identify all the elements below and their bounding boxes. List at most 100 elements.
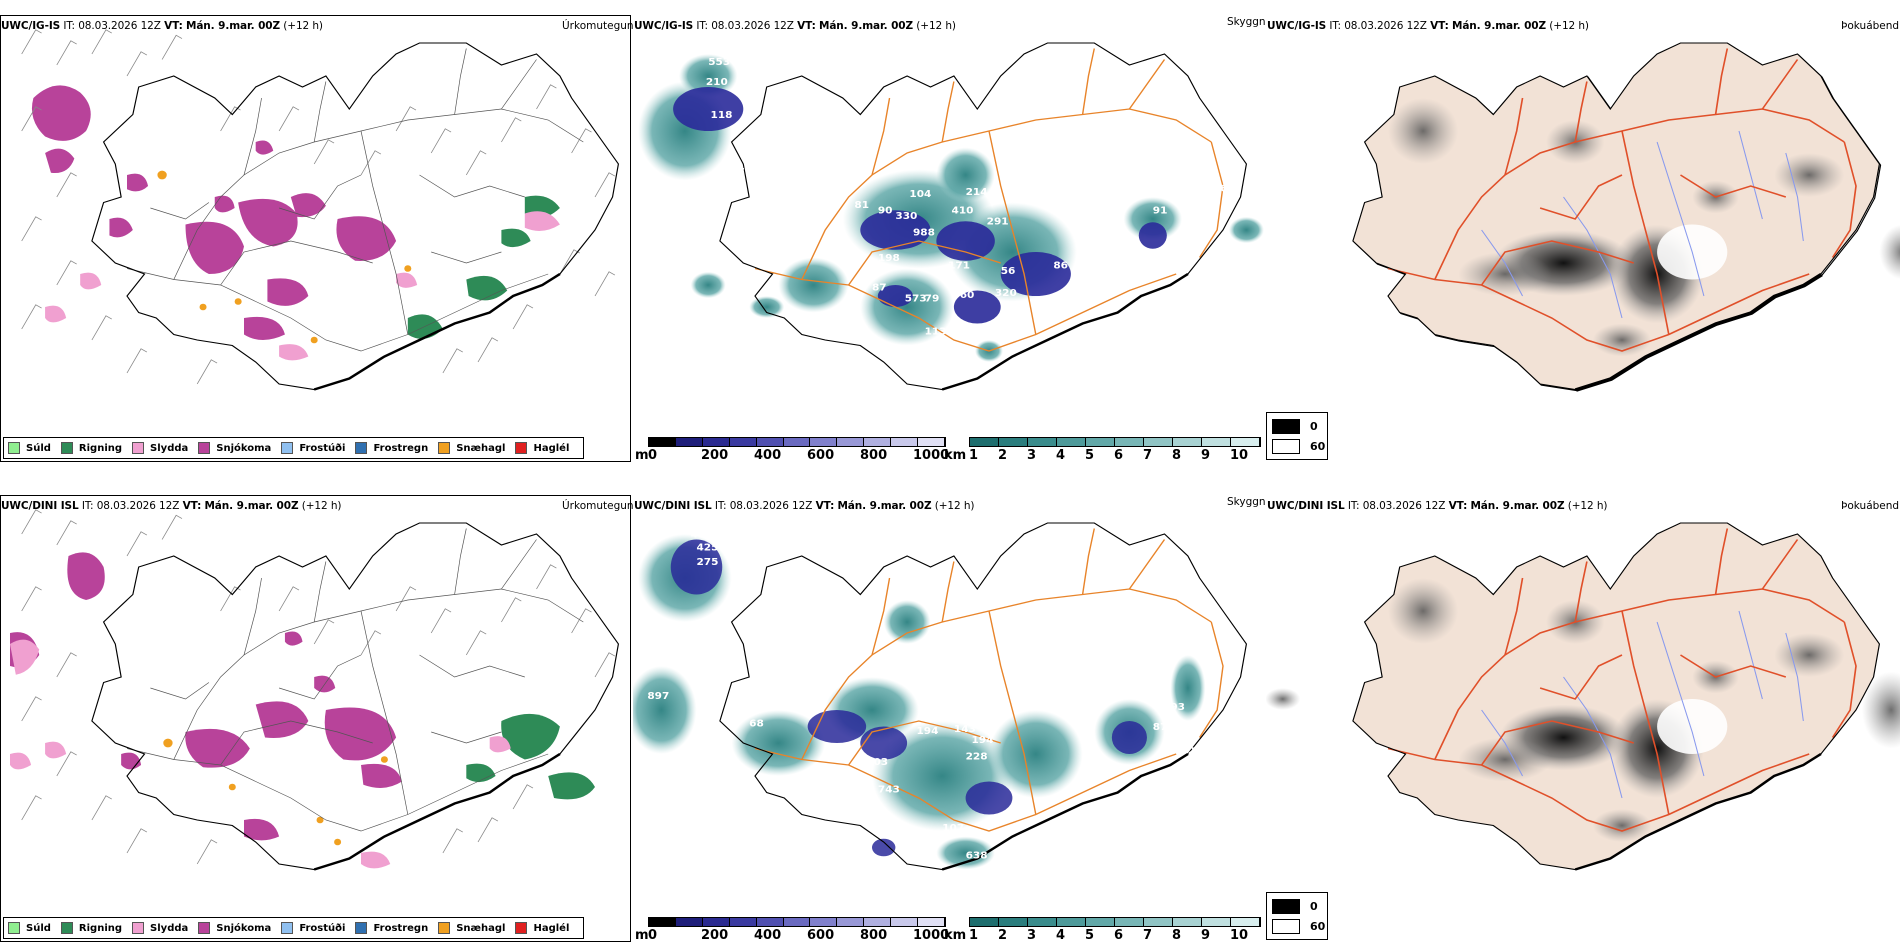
- colorbar-tick: 6: [1114, 928, 1124, 943]
- cloud-base-value: 79: [925, 294, 940, 305]
- legend-item: Frostregn: [355, 442, 428, 454]
- wind-barbs: [21, 29, 616, 385]
- colorbar-tick: 10: [1230, 928, 1249, 943]
- cloud-base-value: 71: [907, 829, 922, 840]
- colorbar-strip: [648, 437, 946, 447]
- cloud-base-fields: [673, 87, 1167, 324]
- legend-label: Snjókoma: [216, 442, 272, 454]
- cloud-base-value: 194: [971, 735, 993, 746]
- panel-type-label: Úrkomutegund: [562, 20, 633, 32]
- legend-label: Rigning: [78, 442, 123, 454]
- panel-title: UWC/DINI ISL IT: 08.03.2026 12Z VT: Mán.…: [1, 500, 342, 512]
- colorbar-tick: 200: [701, 928, 729, 943]
- legend-swatch: [60, 442, 73, 454]
- panel-type-label: Þokuábendi: [1841, 500, 1900, 512]
- precip-map: [10, 509, 620, 871]
- legend-swatch: [8, 442, 20, 454]
- cloud-base-value: 107: [942, 823, 964, 834]
- fog-panel-row2: UWC/DINI ISL IT: 08.03.2026 12Z VT: Mán.…: [1266, 480, 1900, 950]
- legend-item: Snæhagl: [438, 442, 505, 454]
- precip-map: [21, 29, 620, 391]
- cloud-base-value: 58: [890, 829, 905, 840]
- cloud-base-value: 743: [878, 785, 900, 796]
- legend-swatch: [281, 442, 294, 454]
- cloud-base-value: 60: [960, 290, 975, 301]
- legend-item: Frostúði: [281, 922, 345, 934]
- colorbar-strip: [969, 917, 1261, 927]
- fog-map: [1351, 41, 1900, 392]
- rain-areas: [407, 195, 560, 339]
- legend-swatch: [132, 442, 145, 454]
- cloud-base-value: 90: [878, 206, 893, 217]
- legend-label: Haglél: [533, 922, 570, 934]
- cloud-base-value: 198: [878, 253, 900, 264]
- cloud-base-value: 897: [647, 691, 669, 702]
- colorbar-tick: 0: [648, 928, 658, 943]
- colorbar-unit: km: [944, 928, 967, 943]
- colorbar-tick: 4: [1056, 928, 1066, 943]
- colorbar-tick: 800: [860, 448, 888, 463]
- legend-label: Haglél: [533, 442, 570, 454]
- cloud-base-value: 228: [966, 752, 988, 763]
- colorbar-tick: 1000: [913, 448, 950, 463]
- fog-map: [1266, 521, 1900, 871]
- cloud-base-value: 97: [843, 746, 858, 757]
- colorbar-strip: [648, 917, 946, 927]
- cloud-base-value: 93: [1170, 702, 1185, 713]
- colorbar-tick: 400: [754, 928, 782, 943]
- cloud-base-value: 209: [1188, 746, 1210, 757]
- cloud-base-value: 143: [954, 724, 976, 735]
- legend-swatch: [198, 442, 211, 454]
- cloud-panel-row2: 401 425 275 897 68 38 97 103 194 143 194 228 743 107 5…: [633, 480, 1266, 950]
- colorbar-tick: 6: [1114, 448, 1124, 463]
- cloud-base-value: 171: [948, 261, 970, 272]
- cloud-base-value: 38: [796, 702, 811, 713]
- colorbar-tick: 3: [1027, 928, 1037, 943]
- cloud-base-value: 330: [895, 211, 917, 222]
- cloud-panel-row1: 210 86 118 553 40 76 81 90 104 330 988 410 214 291 198…: [633, 0, 1266, 470]
- legend-item: Súld: [8, 442, 51, 454]
- cloud-base-value: 436: [1036, 878, 1058, 889]
- cloud-base-value: 56: [1001, 266, 1016, 277]
- colorbar-tick: 7: [1143, 448, 1153, 463]
- legend-swatch: [438, 922, 451, 934]
- legend-label: Slydda: [150, 922, 189, 934]
- legend-label: Rigning: [78, 922, 123, 934]
- colorbar-tick: 7: [1143, 928, 1153, 943]
- colorbar-tick: 1: [969, 448, 979, 463]
- cloud-base-value: 81: [854, 200, 869, 211]
- colorbar-tick: 200: [701, 448, 729, 463]
- cloud-map: 210 86 118 553 40 76 81 90 104 330 988 410 214 291 198…: [638, 41, 1264, 391]
- snow-areas: [31, 85, 397, 340]
- panel-type-label: Þokuábendi: [1841, 20, 1900, 32]
- cloud-base-value: 68: [749, 719, 764, 730]
- panel-type-label: Úrkomutegund: [562, 500, 633, 512]
- cloud-base-value: 176: [1205, 184, 1227, 195]
- colorbar-tick: 8: [1172, 928, 1182, 943]
- cloud-base-value: 553: [708, 57, 730, 68]
- legend-label: Snæhagl: [456, 442, 506, 454]
- colorbar-tick: 9: [1201, 928, 1211, 943]
- cloud-base-value: 157: [1118, 845, 1140, 856]
- cloud-base-value: 638: [966, 851, 988, 862]
- legend-swatch: [515, 922, 528, 934]
- legend-swatch: [60, 922, 73, 934]
- cloud-base-value: 425: [697, 543, 719, 554]
- cloud-base-value: 320: [995, 288, 1017, 299]
- cloud-base-value: 76: [737, 167, 752, 178]
- colorbar-tick: 600: [807, 928, 835, 943]
- legend-swatch: [355, 922, 368, 934]
- cloud-base-value: 113: [925, 327, 947, 338]
- cloud-base-value: 214: [966, 187, 988, 198]
- cloud-base-value: 40: [769, 101, 784, 112]
- colorbar-tick: 5: [1085, 928, 1095, 943]
- legend-swatch: [281, 922, 294, 934]
- fog-panel-row1: UWC/IG-IS IT: 08.03.2026 12Z VT: Mán. 9.…: [1266, 0, 1900, 470]
- legend-label: Súld: [26, 442, 51, 454]
- panel-title: UWC/IG-IS IT: 08.03.2026 12Z VT: Mán. 9.…: [1, 20, 323, 32]
- cloud-base-value: 87: [872, 283, 887, 294]
- cloud-base-value: 103: [866, 757, 888, 768]
- cloud-base-value: 194: [916, 726, 938, 737]
- legend-item: Rigning: [60, 442, 123, 454]
